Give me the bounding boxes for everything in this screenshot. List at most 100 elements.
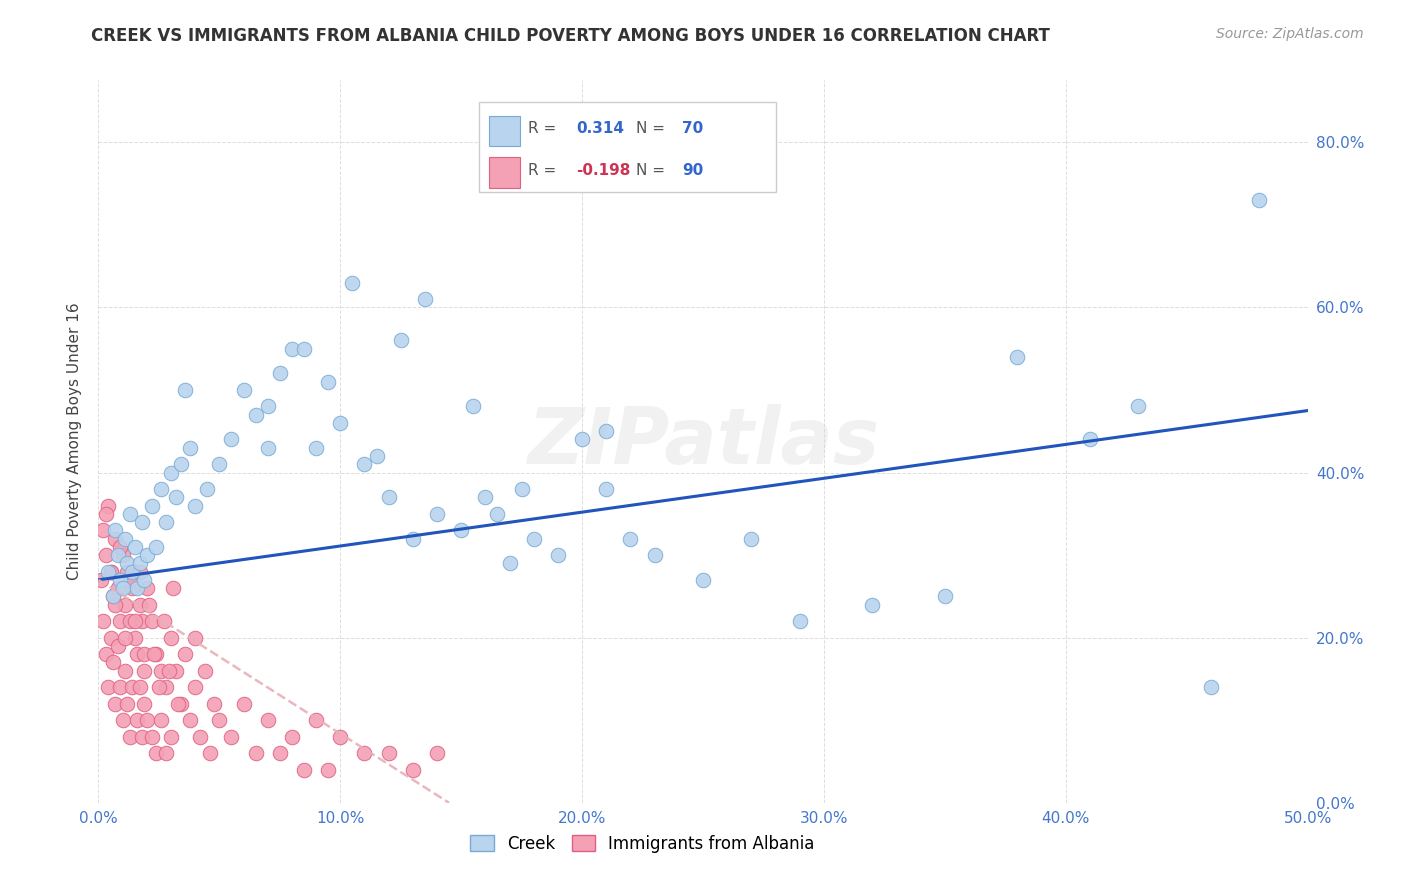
Point — [1078, 433, 1101, 447]
Point — [138, 598, 160, 612]
Point — [169, 697, 191, 711]
Point — [114, 532, 136, 546]
Point — [366, 449, 388, 463]
Point — [269, 746, 291, 760]
Point — [111, 548, 134, 562]
Point — [167, 697, 190, 711]
Point — [148, 680, 170, 694]
Point — [118, 573, 141, 587]
Point — [329, 730, 352, 744]
Point — [108, 540, 131, 554]
Point — [107, 639, 129, 653]
FancyBboxPatch shape — [489, 116, 520, 146]
Point — [179, 441, 201, 455]
Text: R =: R = — [527, 121, 555, 136]
Point — [413, 292, 436, 306]
Point — [141, 730, 163, 744]
Point — [94, 647, 117, 661]
Point — [934, 590, 956, 604]
Point — [523, 532, 546, 546]
Text: 0.314: 0.314 — [576, 121, 624, 136]
Point — [162, 581, 184, 595]
Point — [128, 598, 150, 612]
Point — [131, 515, 153, 529]
Point — [114, 631, 136, 645]
Point — [342, 276, 364, 290]
Point — [426, 746, 449, 760]
Point — [101, 590, 124, 604]
Text: ZIPatlas: ZIPatlas — [527, 403, 879, 480]
Point — [118, 507, 141, 521]
Point — [208, 457, 231, 471]
Text: Source: ZipAtlas.com: Source: ZipAtlas.com — [1216, 27, 1364, 41]
Point — [157, 664, 180, 678]
Point — [160, 631, 183, 645]
Point — [117, 697, 139, 711]
Point — [245, 746, 267, 760]
Point — [135, 548, 157, 562]
Point — [402, 532, 425, 546]
Point — [108, 614, 131, 628]
Point — [1007, 350, 1029, 364]
Point — [128, 557, 150, 571]
Point — [134, 647, 156, 661]
Point — [124, 631, 146, 645]
Point — [111, 713, 134, 727]
Point — [256, 441, 278, 455]
Point — [117, 557, 139, 571]
Point — [194, 664, 217, 678]
Point — [1199, 680, 1222, 694]
Point — [150, 482, 173, 496]
Point — [692, 573, 714, 587]
Point — [221, 730, 243, 744]
Point — [107, 581, 129, 595]
Point — [143, 647, 166, 661]
Point — [134, 573, 156, 587]
Point — [155, 680, 177, 694]
Point — [121, 680, 143, 694]
Point — [155, 515, 177, 529]
Point — [389, 334, 412, 348]
Point — [571, 433, 593, 447]
Point — [474, 490, 496, 504]
Point — [100, 565, 122, 579]
Point — [152, 614, 174, 628]
Point — [145, 647, 167, 661]
Text: R =: R = — [527, 162, 555, 178]
Point — [204, 697, 226, 711]
Text: CREEK VS IMMIGRANTS FROM ALBANIA CHILD POVERTY AMONG BOYS UNDER 16 CORRELATION C: CREEK VS IMMIGRANTS FROM ALBANIA CHILD P… — [91, 27, 1050, 45]
Point — [121, 581, 143, 595]
Point — [104, 524, 127, 538]
Point — [150, 664, 173, 678]
Point — [426, 507, 449, 521]
Point — [377, 746, 399, 760]
Point — [316, 375, 339, 389]
Point — [860, 598, 883, 612]
Point — [127, 647, 149, 661]
Point — [100, 631, 122, 645]
Point — [269, 367, 291, 381]
Point — [94, 507, 117, 521]
Point — [353, 457, 375, 471]
Point — [108, 680, 131, 694]
Point — [124, 614, 146, 628]
FancyBboxPatch shape — [489, 157, 520, 187]
Text: 90: 90 — [682, 162, 703, 178]
Point — [121, 565, 143, 579]
Point — [179, 713, 201, 727]
Legend: Creek, Immigrants from Albania: Creek, Immigrants from Albania — [464, 828, 821, 860]
Y-axis label: Child Poverty Among Boys Under 16: Child Poverty Among Boys Under 16 — [67, 302, 83, 581]
Point — [145, 540, 167, 554]
Point — [174, 647, 197, 661]
Point — [316, 763, 339, 777]
Point — [111, 581, 134, 595]
Point — [232, 383, 254, 397]
Point — [100, 565, 122, 579]
Point — [547, 548, 569, 562]
Point — [124, 565, 146, 579]
Point — [1128, 400, 1150, 414]
Point — [292, 342, 315, 356]
Point — [135, 581, 157, 595]
Point — [169, 457, 191, 471]
Point — [595, 424, 617, 438]
